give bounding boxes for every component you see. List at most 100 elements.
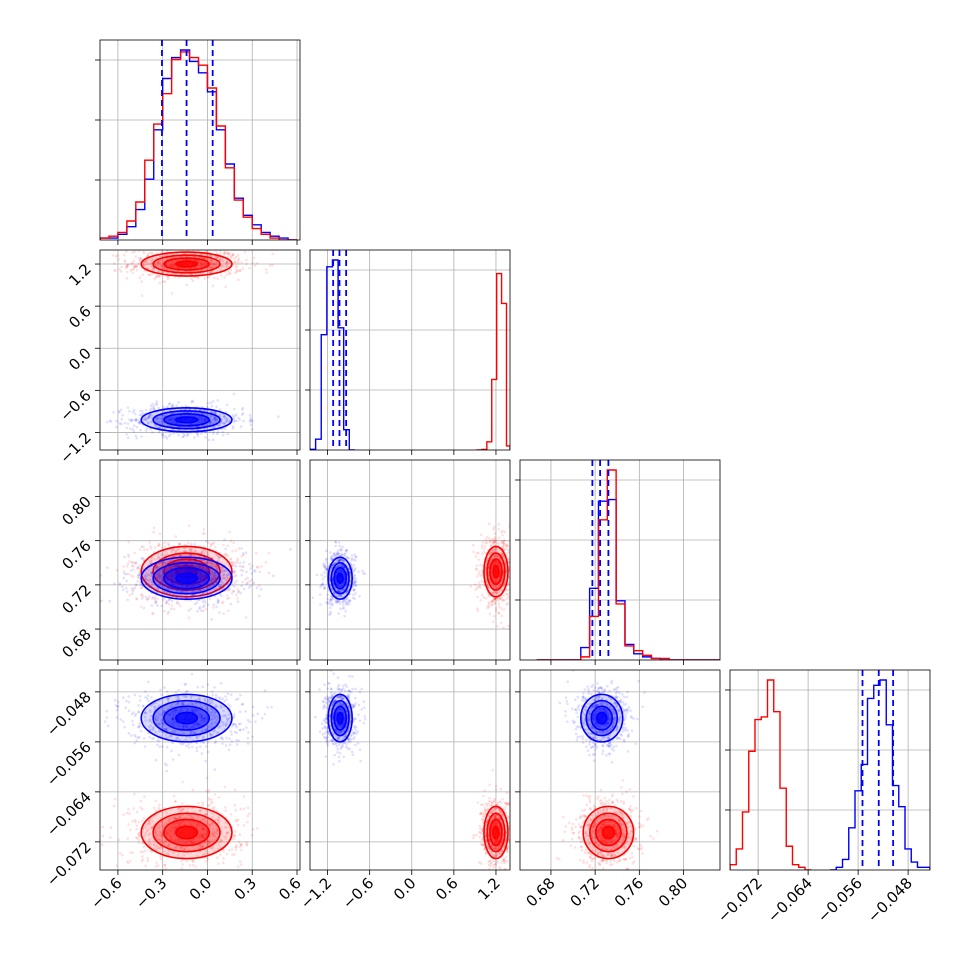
scatter-point (233, 788, 237, 792)
scatter-point (173, 564, 176, 567)
scatter-point (352, 558, 356, 562)
scatter-point (477, 558, 481, 561)
scatter-point (248, 420, 252, 423)
scatter-point (155, 565, 159, 569)
scatter-point (112, 582, 116, 585)
panel-frame (99, 249, 301, 451)
scatter-point (343, 553, 346, 556)
scatter-point (231, 563, 234, 567)
panel-0-0 (95, 39, 301, 245)
scatter-point (126, 837, 130, 840)
scatter-point (169, 607, 173, 611)
y-tick-label: 0.68 (58, 625, 94, 661)
scatter-point (193, 543, 197, 546)
scatter-point (225, 575, 229, 579)
scatter-point (207, 556, 210, 560)
scatter-point (140, 280, 144, 283)
scatter-point (205, 831, 208, 834)
scatter-point (175, 569, 178, 572)
scatter-point (207, 840, 211, 843)
scatter-point (329, 599, 333, 603)
scatter-point (343, 614, 346, 618)
scatter-point (140, 593, 143, 596)
scatter-point (497, 554, 500, 558)
scatter-point (492, 614, 496, 618)
scatter-point (204, 417, 208, 421)
scatter-point (352, 569, 356, 573)
scatter-point (129, 851, 132, 854)
panel-3-0: −0.6 −0.3 0.0 0.3 0.6−0.072−0.064−0.056−0.04… (43, 669, 305, 913)
scatter-point (502, 541, 505, 545)
scatter-point (331, 602, 334, 606)
scatter-point (202, 548, 206, 552)
scatter-point (363, 572, 367, 575)
panel-frame (309, 459, 511, 661)
scatter-point (172, 827, 176, 831)
scatter-point (156, 565, 159, 569)
scatter-point (179, 809, 183, 812)
scatter-point (213, 793, 217, 796)
scatter-point (506, 551, 510, 554)
scatter-point (233, 571, 236, 575)
scatter-point (150, 561, 153, 564)
panel-2-2 (515, 459, 721, 665)
scatter-point (338, 602, 342, 606)
scatter-point (177, 548, 180, 551)
scatter-point (352, 588, 356, 592)
scatter-point (227, 596, 231, 600)
scatter-point (212, 266, 215, 269)
scatter-point (203, 418, 206, 421)
scatter-point (150, 816, 153, 820)
scatter-point (485, 535, 489, 539)
scatter-point (115, 425, 118, 429)
scatter-point (328, 606, 332, 610)
scatter-point (207, 788, 211, 792)
scatter-point (484, 576, 488, 579)
scatter-point (235, 845, 238, 849)
scatter-point (213, 580, 216, 584)
scatter-point (200, 550, 203, 554)
scatter-point (100, 843, 104, 846)
scatter-point (211, 800, 214, 804)
scatter-point (132, 267, 136, 271)
scatter-point (184, 816, 187, 820)
scatter-point (170, 574, 174, 578)
scatter-point (200, 827, 204, 831)
scatter-point (198, 833, 202, 837)
scatter-point (497, 528, 501, 531)
panel-content (536, 460, 720, 660)
scatter-point (178, 815, 182, 818)
scatter-point (482, 550, 486, 554)
scatter-point (194, 550, 197, 553)
scatter-point (187, 559, 191, 563)
scatter-point (277, 415, 280, 418)
scatter-point (240, 573, 244, 577)
scatter-point (139, 586, 143, 590)
scatter-point (190, 569, 194, 573)
scatter-point (183, 549, 186, 553)
scatter-point (212, 411, 216, 415)
scatter-point (199, 577, 203, 580)
scatter-point (194, 414, 198, 418)
scatter-point (160, 580, 163, 584)
scatter-point (232, 589, 235, 593)
scatter-point (157, 425, 161, 429)
scatter-point (490, 548, 494, 552)
scatter-point (339, 564, 343, 567)
scatter-point (505, 547, 508, 551)
scatter-point (137, 838, 141, 841)
scatter-point (174, 535, 178, 538)
scatter-point (504, 566, 508, 569)
scatter-point (171, 415, 174, 419)
scatter-point (148, 414, 151, 417)
scatter-point (188, 548, 192, 552)
scatter-point (172, 432, 176, 435)
panel-content (100, 40, 298, 240)
scatter-point (233, 415, 237, 418)
scatter-point (225, 262, 229, 265)
scatter-point (154, 256, 158, 260)
scatter-point (230, 255, 233, 258)
scatter-point (206, 553, 210, 557)
scatter-point (337, 569, 340, 572)
scatter-point (338, 558, 341, 561)
